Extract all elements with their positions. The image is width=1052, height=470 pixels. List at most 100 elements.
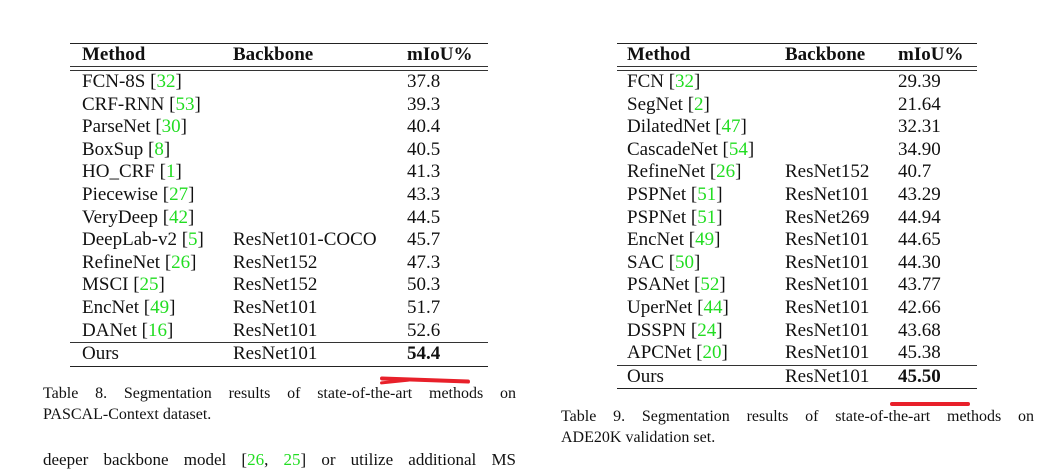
- citation-link[interactable]: 27: [169, 183, 189, 205]
- backbone-cell: ResNet101: [785, 319, 870, 341]
- header-miou: mIoU%: [898, 44, 964, 65]
- method-cell: PSPNet [51]: [617, 207, 785, 230]
- backbone-cell: [233, 139, 407, 162]
- method-name: ParseNet: [82, 116, 151, 138]
- miou-cell: 34.90: [898, 138, 941, 160]
- bracket-close: ]: [163, 138, 171, 160]
- citation-link[interactable]: 52: [700, 274, 720, 296]
- citation-link[interactable]: 25: [139, 274, 159, 296]
- method-name: DilatedNet: [627, 116, 711, 138]
- backbone-cell: [233, 207, 407, 230]
- method-cell: ParseNet [30]: [70, 116, 233, 139]
- method-cell: DilatedNet [47]: [617, 116, 785, 139]
- method-name: CRF-RNN: [82, 93, 165, 115]
- bracket-open: [: [150, 116, 162, 138]
- method-cell: SegNet [2]: [617, 94, 785, 117]
- header-method: Method: [82, 44, 146, 65]
- miou-cell-best: 54.4: [407, 343, 441, 365]
- method-cell: PSPNet [51]: [617, 184, 785, 207]
- backbone-cell: [233, 116, 407, 139]
- bottom-rule: [617, 388, 977, 390]
- citation-link[interactable]: 26: [716, 161, 736, 183]
- table-row: PSPNet [51] ResNet269 44.94: [617, 207, 977, 230]
- bracket-close: ]: [703, 93, 710, 115]
- citation-link[interactable]: 49: [150, 296, 170, 318]
- method-cell: EncNet [49]: [70, 297, 233, 320]
- miou-cell: 40.4: [407, 116, 441, 138]
- bracket-close: ]: [716, 319, 723, 341]
- bracket-open: [: [136, 319, 148, 341]
- table-body: FCN-8S [32] 37.8 CRF-RNN [53] 39.3 ParseNet …: [70, 71, 488, 342]
- citation-link[interactable]: 32: [675, 71, 695, 92]
- citation-link[interactable]: 1: [165, 161, 176, 183]
- citation-link[interactable]: 53: [175, 93, 195, 115]
- backbone-cell: ResNet152: [785, 161, 870, 183]
- citation-link[interactable]: 51: [697, 183, 717, 205]
- header-miou: mIoU%: [407, 44, 473, 65]
- method-name: Piecewise: [82, 183, 158, 205]
- citation-link[interactable]: 51: [697, 206, 717, 228]
- citation-link[interactable]: 16: [147, 319, 167, 341]
- citation-link[interactable]: 8: [154, 138, 164, 160]
- method-name: APCNet: [627, 342, 692, 364]
- citation-link[interactable]: 30: [161, 116, 181, 138]
- miou-cell: 44.65: [898, 229, 941, 251]
- citation-link[interactable]: 44: [703, 296, 723, 318]
- miou-cell: 44.94: [898, 206, 941, 228]
- method-cell: Ours: [627, 365, 664, 387]
- backbone-cell: ResNet101: [785, 365, 870, 387]
- table-row-ours: Ours ResNet101 54.4: [70, 343, 488, 366]
- citation-link[interactable]: 25: [283, 450, 301, 469]
- miou-cell: 42.66: [898, 296, 941, 318]
- method-name: MSCI: [82, 274, 129, 296]
- citation-link[interactable]: 20: [702, 342, 722, 364]
- citation-link[interactable]: 47: [721, 116, 741, 138]
- citation-link[interactable]: 42: [169, 206, 189, 228]
- backbone-cell: [785, 139, 898, 162]
- method-cell: RefineNet [26]: [617, 161, 785, 184]
- citation-link[interactable]: 54: [728, 138, 748, 160]
- citation-link[interactable]: 32: [156, 71, 176, 92]
- bracket-open: [: [686, 206, 698, 228]
- bracket-open: [: [717, 138, 729, 160]
- citation-link[interactable]: 26: [171, 251, 191, 273]
- citation-link[interactable]: 26: [247, 450, 265, 469]
- miou-cell: 32.31: [898, 116, 941, 138]
- citation-link[interactable]: 50: [675, 251, 695, 273]
- method-name: DANet: [82, 319, 137, 341]
- method-name: BoxSup: [82, 138, 144, 160]
- table-row: EncNet [49] ResNet101 44.65: [617, 229, 977, 252]
- method-cell: DSSPN [24]: [617, 320, 785, 343]
- table-row: PSANet [52] ResNet101 43.77: [617, 274, 977, 297]
- table-row: DSSPN [24] ResNet101 43.68: [617, 320, 977, 343]
- table-row: DilatedNet [47] 32.31: [617, 116, 977, 139]
- method-name: RefineNet: [627, 161, 706, 183]
- citation-link[interactable]: 49: [695, 229, 715, 251]
- citation-link[interactable]: 5: [188, 229, 198, 251]
- header-double-rule: [70, 66, 488, 71]
- bracket-close: ]: [175, 71, 182, 92]
- bracket-close: ]: [747, 138, 755, 160]
- method-cell: Ours: [82, 343, 119, 365]
- method-name: UperNet: [627, 296, 693, 318]
- table-row: DANet [16] ResNet101 52.6: [70, 320, 488, 343]
- bracket-open: [: [176, 229, 189, 251]
- backbone-cell: ResNet101: [785, 183, 870, 205]
- bracket-close: ]: [716, 206, 723, 228]
- miou-cell: 37.8: [407, 71, 441, 92]
- miou-cell: 43.3: [407, 183, 441, 205]
- table-header: Method Backbone mIoU%: [617, 44, 977, 66]
- citation-link[interactable]: 24: [697, 319, 717, 341]
- method-cell: FCN [32]: [617, 71, 785, 94]
- body-text-after: ] or utilize additional MS: [300, 450, 517, 469]
- caption-line-2: PASCAL-Context dataset.: [43, 406, 212, 423]
- table-row: BoxSup [8] 40.5: [70, 139, 488, 162]
- backbone-cell: [233, 94, 407, 117]
- method-cell: UperNet [44]: [617, 297, 785, 320]
- table-row: MSCI [25] ResNet152 50.3: [70, 274, 488, 297]
- method-name: RefineNet: [82, 251, 161, 273]
- table-row: RefineNet [26] ResNet152 47.3: [70, 252, 488, 275]
- citation-link[interactable]: 2: [694, 93, 704, 115]
- method-name: FCN-8S: [82, 71, 146, 92]
- miou-cell: 45.7: [407, 229, 441, 251]
